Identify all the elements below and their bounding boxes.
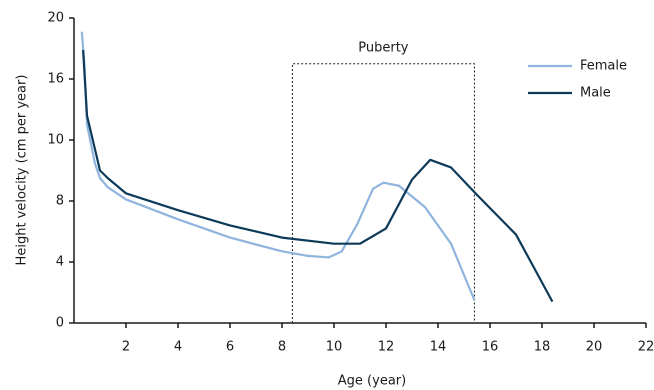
line (82, 49, 554, 303)
x-tick-label: 14 (430, 340, 447, 355)
x-tick-label: 12 (378, 340, 395, 355)
y-tick-label: 20 (47, 11, 64, 26)
x-tick-label: 20 (586, 340, 603, 355)
puberty-box (291, 63, 475, 323)
y-tick-label: 0 (56, 316, 64, 331)
annotation: Puberty (358, 40, 409, 55)
x-tick-label: 18 (534, 340, 551, 355)
y-tick-label: 10 (47, 133, 64, 148)
x-tick-label: 8 (278, 340, 286, 355)
legend-label: Male (580, 86, 611, 101)
legend-label: Female (580, 59, 627, 74)
y-tick-label: 16 (47, 72, 64, 87)
line (80, 31, 476, 301)
x-tick-label: 22 (638, 340, 654, 355)
x-tick-label: 16 (482, 340, 499, 355)
y-tick-label: 4 (56, 255, 64, 270)
x-axis-label: Age (year) (338, 374, 406, 389)
x-tick-label: 6 (226, 340, 234, 355)
y-axis-label: Height velocity (cm per year) (15, 75, 30, 266)
y-tick-label: 8 (56, 194, 64, 209)
x-tick-label: 2 (122, 340, 130, 355)
x-tick-label: 4 (174, 340, 182, 355)
x-tick-label: 10 (326, 340, 343, 355)
